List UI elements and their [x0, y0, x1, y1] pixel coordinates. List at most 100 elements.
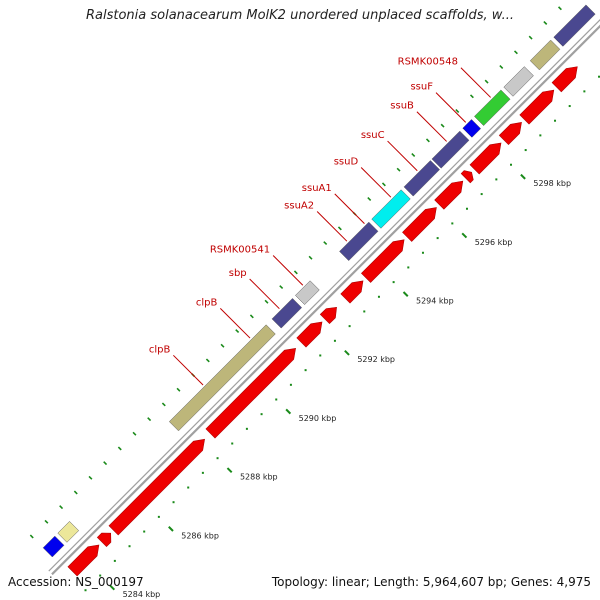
backbone-layer — [48, 19, 600, 576]
tick-dot — [392, 281, 395, 284]
tick-label: 5286 kbp — [181, 531, 219, 540]
reverse-gene-box — [462, 119, 482, 138]
reverse-gene-box — [529, 39, 561, 71]
tick-label: 5294 kbp — [416, 296, 454, 305]
tick-label: 5296 kbp — [475, 238, 513, 247]
tick-dash — [59, 505, 64, 510]
gene-label: ssuD — [334, 156, 359, 167]
tick-dash — [44, 519, 49, 524]
gene-label: ssuB — [390, 101, 414, 112]
gene-label: RSMK00541 — [210, 245, 270, 256]
tick-dot — [216, 457, 219, 460]
tick-dash — [279, 285, 284, 290]
major-tick — [109, 584, 116, 591]
tick-dot — [583, 90, 586, 93]
reverse-gene-box — [339, 221, 379, 261]
gene-label-leader — [272, 255, 304, 286]
forward-gene-arrow — [551, 66, 578, 93]
tick-dot — [304, 369, 307, 372]
tick-dot — [128, 545, 131, 548]
reverse-gene-box — [295, 280, 320, 305]
tick-dot — [377, 295, 380, 298]
gene-label-leader — [249, 278, 280, 310]
tick-dash — [543, 20, 548, 25]
tick-dot — [480, 193, 483, 196]
tick-dot — [524, 149, 527, 152]
tick-dot — [554, 119, 557, 122]
tick-dot — [421, 251, 424, 254]
gene-label: clpB — [149, 344, 171, 355]
accession-text: Accession: NS_000197 — [8, 575, 144, 589]
tick-dot — [319, 354, 322, 357]
gene-label: sbp — [229, 268, 247, 279]
gene-label: RSMK00548 — [398, 57, 458, 68]
tick-dot — [348, 325, 351, 328]
tick-dot — [172, 501, 175, 504]
tick-dash — [29, 534, 34, 539]
major-tick — [285, 408, 292, 415]
tick-dot — [187, 486, 190, 489]
tick-dash — [264, 299, 269, 304]
reverse-gene-box — [503, 66, 534, 97]
tick-dot — [84, 589, 87, 592]
tick-dash — [513, 50, 518, 55]
gene-label-leader — [173, 354, 204, 386]
tick-label: 5288 kbp — [240, 473, 278, 482]
gene-label-leader — [387, 140, 418, 172]
tick-dot — [363, 310, 366, 313]
tick-dot — [495, 178, 498, 181]
tick-dot — [539, 134, 542, 137]
gene-label: ssuA1 — [302, 183, 332, 194]
gene-label: ssuC — [361, 130, 385, 141]
major-tick — [402, 291, 409, 297]
forward-gene-arrow — [96, 532, 112, 548]
tick-dash — [337, 226, 342, 231]
tick-label: 5292 kbp — [357, 355, 395, 364]
tick-dot — [510, 163, 513, 166]
forward-gene-arrow — [460, 170, 474, 184]
gene-label-layer: clpB clpB sbp RSMK00541 ssuA2 ssuA1 ssuD ssuC ss… — [149, 57, 491, 386]
tick-dash — [425, 138, 430, 143]
tick-label: 5298 kbp — [533, 179, 571, 188]
tick-dash — [220, 343, 225, 348]
major-tick — [168, 526, 174, 532]
tick-dash — [249, 314, 254, 319]
reverse-gene-box — [271, 298, 303, 329]
tick-dash — [103, 461, 108, 466]
gene-label: ssuF — [410, 82, 433, 93]
tick-dash — [455, 109, 460, 113]
tick-dash — [176, 387, 181, 392]
gene-label-leader — [334, 193, 365, 224]
forward-gene-arrow — [205, 348, 296, 439]
tick-dash — [440, 123, 445, 128]
tick-dot — [407, 266, 410, 269]
tick-dash — [484, 79, 489, 84]
backbone-line — [51, 24, 600, 576]
forward-gene-arrow — [340, 280, 364, 304]
tick-dot — [275, 398, 278, 401]
gene-label-leader — [360, 167, 392, 198]
gene-layer — [42, 4, 596, 577]
tick-dot — [201, 471, 204, 474]
reverse-gene-box — [553, 4, 596, 47]
major-tick — [226, 467, 233, 474]
tick-dash — [235, 329, 240, 334]
forward-gene-arrow — [519, 89, 555, 125]
tick-dash — [381, 182, 386, 187]
major-tick — [520, 173, 526, 180]
tick-dot — [99, 574, 102, 577]
forward-gene-arrow — [498, 122, 522, 146]
reverse-gene-box — [57, 521, 80, 543]
tick-dash — [396, 167, 401, 172]
tick-dash — [367, 197, 372, 202]
gene-label: ssuA2 — [284, 201, 314, 212]
forward-gene-arrow — [434, 180, 464, 210]
forward-gene-arrow — [108, 438, 205, 536]
major-tick — [344, 349, 350, 356]
forward-gene-arrow — [67, 544, 100, 577]
tick-dot — [465, 207, 468, 210]
tick-dot — [289, 383, 292, 386]
backbone-line — [48, 19, 600, 572]
tick-dot — [143, 530, 146, 533]
tick-dot — [231, 442, 234, 445]
